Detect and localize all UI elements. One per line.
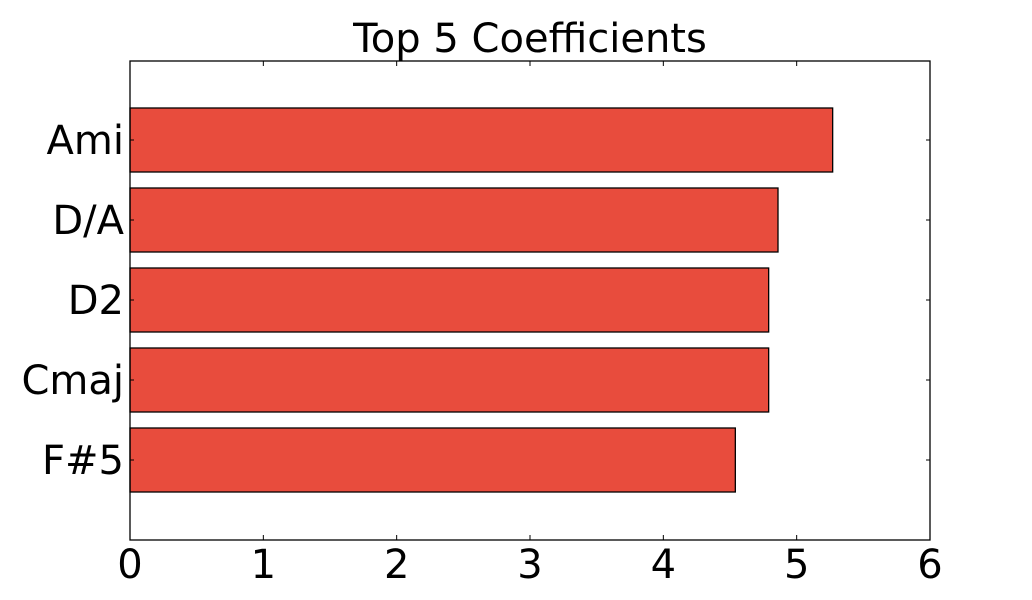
- y-tick-label: D/A: [52, 198, 124, 244]
- bar-4: [129, 427, 736, 493]
- x-tick-label: 2: [384, 542, 409, 588]
- x-tick-label: 6: [917, 542, 942, 588]
- x-tick-label: 0: [117, 542, 142, 588]
- y-tick-label: Cmaj: [21, 358, 124, 404]
- bars-layer: [129, 107, 834, 493]
- bar-1: [129, 187, 779, 253]
- x-tick-label: 4: [651, 542, 676, 588]
- bar-0: [129, 107, 834, 173]
- x-tick-label: 3: [517, 542, 542, 588]
- x-tick-label: 5: [784, 542, 809, 588]
- x-tick-label: 1: [251, 542, 276, 588]
- y-tick-label: Ami: [47, 118, 124, 164]
- y-tick-label: F#5: [42, 438, 124, 484]
- y-tick-label: D2: [68, 278, 124, 324]
- bar-2: [129, 267, 770, 333]
- labels-layer: Ami D/A D2 Cmaj F#5 0 1 2 3 4 5 6: [21, 118, 942, 588]
- chart-title: Top 5 Coefficients: [352, 16, 707, 62]
- bar-3: [129, 347, 770, 413]
- ticks-layer: [129, 61, 931, 540]
